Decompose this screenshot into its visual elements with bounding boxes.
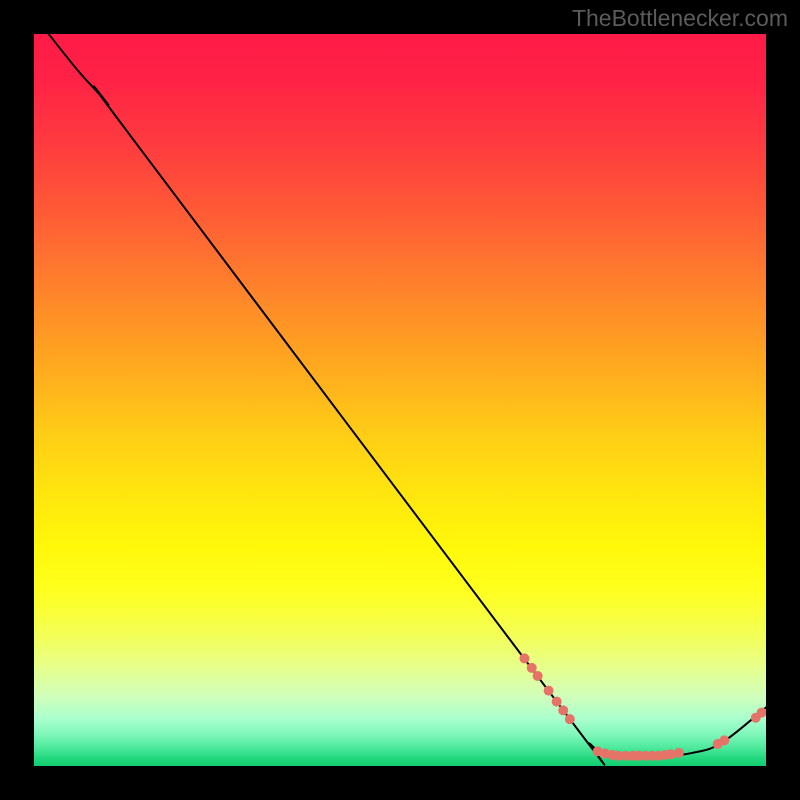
data-marker [519,653,529,663]
data-marker [674,748,684,758]
chart-svg [0,0,800,800]
data-marker [527,663,537,673]
chart-stage: TheBottlenecker.com [0,0,800,800]
data-marker [565,714,575,724]
plot-background [34,34,766,766]
data-marker [719,735,729,745]
data-marker [533,671,543,681]
data-marker [558,705,568,715]
data-marker [552,697,562,707]
data-marker [757,708,767,718]
data-marker [544,686,554,696]
watermark-text: TheBottlenecker.com [572,5,788,32]
